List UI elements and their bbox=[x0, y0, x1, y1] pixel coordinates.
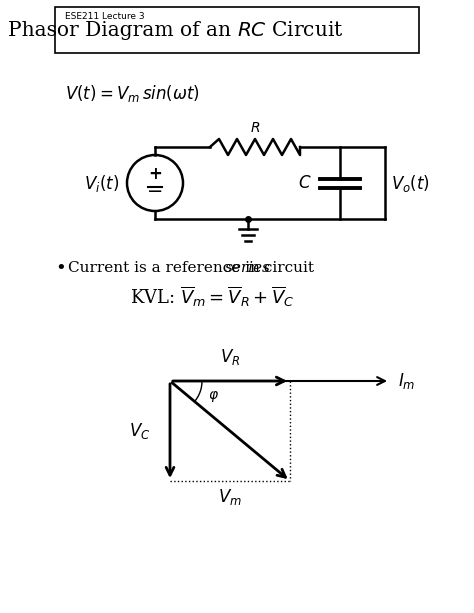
Text: ESE211 Lecture 3: ESE211 Lecture 3 bbox=[65, 12, 145, 21]
Text: $\mathit{C}$: $\mathit{C}$ bbox=[299, 175, 312, 191]
Text: $\it{RC}$ Circuit: $\it{RC}$ Circuit bbox=[237, 20, 344, 39]
Text: $V_C$: $V_C$ bbox=[128, 421, 150, 441]
Text: series: series bbox=[225, 261, 271, 275]
Text: $\mathit{V_i(t)}$: $\mathit{V_i(t)}$ bbox=[84, 172, 119, 194]
Text: Phasor Diagram of an: Phasor Diagram of an bbox=[8, 20, 237, 39]
Text: $\mathit{V(t){=}V_m\,sin(\omega t)}$: $\mathit{V(t){=}V_m\,sin(\omega t)}$ bbox=[65, 83, 200, 104]
Text: $V_m$: $V_m$ bbox=[218, 487, 242, 507]
Text: $\mathit{I_m}$: $\mathit{I_m}$ bbox=[398, 371, 415, 391]
Text: +: + bbox=[148, 165, 162, 183]
Text: $\mathit{V_o(t)}$: $\mathit{V_o(t)}$ bbox=[391, 172, 430, 194]
Text: −: − bbox=[147, 183, 163, 202]
Text: •: • bbox=[55, 259, 66, 277]
Text: $\varphi$: $\varphi$ bbox=[208, 389, 219, 404]
Text: circuit: circuit bbox=[259, 261, 314, 275]
Bar bbox=[55, 7, 419, 53]
Text: $\mathit{R}$: $\mathit{R}$ bbox=[250, 121, 260, 135]
Text: Current is a reference in: Current is a reference in bbox=[68, 261, 265, 275]
Text: $V_R$: $V_R$ bbox=[220, 347, 240, 367]
Text: KVL: $\overline{V}_m = \overline{V}_R + \overline{V}_C$: KVL: $\overline{V}_m = \overline{V}_R + … bbox=[130, 285, 295, 310]
